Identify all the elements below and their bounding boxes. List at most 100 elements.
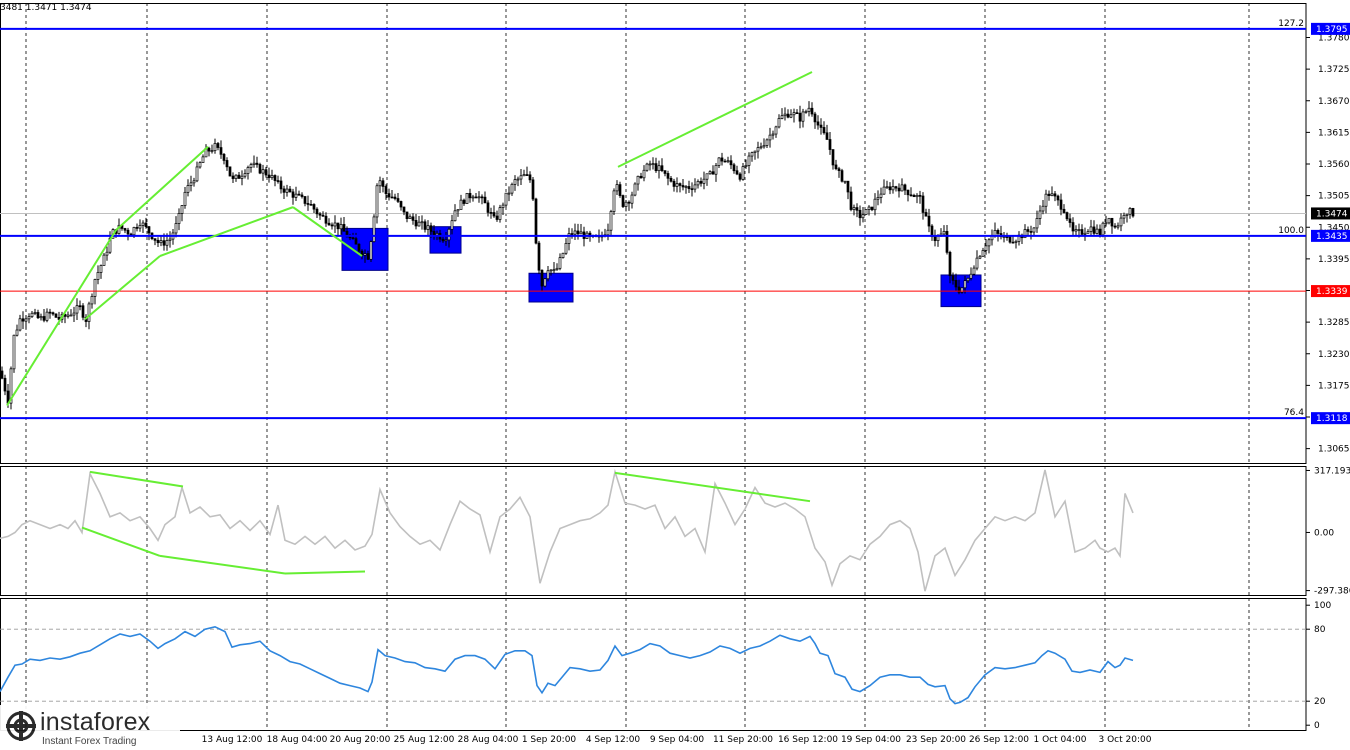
candle-body bbox=[495, 215, 499, 220]
candle-body bbox=[252, 162, 256, 165]
candle-body bbox=[486, 202, 490, 213]
candle-body bbox=[672, 180, 676, 187]
candle-body bbox=[873, 198, 877, 211]
candle-body bbox=[306, 203, 310, 205]
candle-body bbox=[1014, 240, 1018, 243]
level-tag-3: 1.3118 bbox=[1316, 414, 1348, 424]
candle-body bbox=[729, 160, 733, 166]
instaforex-logo-icon bbox=[6, 711, 36, 741]
candle-body bbox=[189, 182, 193, 186]
candle-body bbox=[711, 171, 715, 175]
candle-body bbox=[105, 251, 109, 256]
candle-body bbox=[297, 193, 301, 196]
x-tick-label: 3 Oct 20:00 bbox=[1099, 735, 1152, 745]
x-tick-label: 18 Aug 04:00 bbox=[267, 735, 328, 745]
candle-body bbox=[378, 180, 382, 187]
candle-body bbox=[216, 143, 220, 148]
price-trend-line-3 bbox=[159, 206, 294, 257]
candle-body bbox=[198, 162, 202, 168]
candle-body bbox=[759, 146, 763, 149]
candle-body bbox=[642, 169, 646, 179]
cci-trend-line-1 bbox=[81, 526, 161, 557]
candle-body bbox=[183, 191, 187, 206]
candle-body bbox=[291, 191, 295, 198]
cci-tick-label: 0.00 bbox=[1314, 528, 1334, 538]
price-trend-line-5 bbox=[617, 71, 813, 168]
candle-body bbox=[909, 194, 913, 197]
candle-body bbox=[783, 113, 787, 117]
candle-body bbox=[1047, 193, 1051, 196]
candle-body bbox=[1068, 218, 1072, 223]
candle-body bbox=[234, 174, 238, 179]
candle-body bbox=[567, 233, 571, 244]
price-tick-label: 1.3230 bbox=[1318, 350, 1350, 360]
candle-body bbox=[678, 183, 682, 186]
candle-body bbox=[303, 196, 307, 204]
candle-body bbox=[129, 233, 133, 236]
candle-body bbox=[1113, 225, 1117, 228]
candle-body bbox=[1080, 229, 1084, 235]
candle-body bbox=[480, 196, 484, 199]
candle-body bbox=[237, 174, 241, 179]
candle-body bbox=[702, 178, 706, 184]
candle-body bbox=[708, 171, 712, 175]
candle-body bbox=[948, 251, 952, 277]
candle-body bbox=[126, 229, 130, 235]
cci-trend-line-2 bbox=[159, 554, 286, 575]
candle-body bbox=[348, 236, 352, 239]
candle-body bbox=[147, 226, 151, 234]
candle-body bbox=[321, 214, 325, 217]
candle-body bbox=[261, 169, 265, 174]
level-tag-bg-1 bbox=[1311, 229, 1350, 242]
candle-body bbox=[621, 195, 625, 207]
candle-body bbox=[270, 175, 274, 179]
candle-body bbox=[645, 163, 649, 171]
candle-body bbox=[525, 174, 529, 176]
ohlc-label: 3481 1.3471 1.3474 bbox=[0, 3, 92, 13]
candle-body bbox=[87, 303, 91, 322]
candle-body bbox=[696, 181, 700, 186]
x-tick-label: 4 Sep 12:00 bbox=[586, 735, 641, 745]
panel-frame-2 bbox=[0, 598, 1307, 731]
candle-body bbox=[336, 222, 340, 230]
candle-body bbox=[213, 143, 217, 151]
candle-body bbox=[741, 166, 745, 180]
candle-body bbox=[1035, 218, 1039, 229]
candle-body bbox=[327, 222, 331, 226]
candle-body bbox=[489, 212, 493, 214]
candle-body bbox=[1131, 208, 1135, 217]
candle-body bbox=[765, 139, 769, 146]
candle-body bbox=[1053, 193, 1057, 197]
candle-body bbox=[813, 113, 817, 123]
candle-body bbox=[123, 228, 127, 231]
candle-body bbox=[357, 243, 361, 252]
candle-body bbox=[78, 305, 82, 308]
candle-body bbox=[564, 243, 568, 254]
candle-body bbox=[342, 224, 346, 232]
candle-body bbox=[201, 156, 205, 163]
candle-body bbox=[39, 316, 43, 319]
candle-body bbox=[777, 118, 781, 128]
candle-body bbox=[351, 237, 355, 240]
x-tick-label: 26 Sep 12:00 bbox=[969, 735, 1029, 745]
candle-body bbox=[453, 210, 457, 222]
candle-body bbox=[459, 199, 463, 210]
candle-body bbox=[612, 190, 616, 212]
candle-body bbox=[180, 205, 184, 214]
candle-body bbox=[978, 255, 982, 259]
candle-body bbox=[663, 170, 667, 174]
candle-body bbox=[390, 196, 394, 199]
candle-body bbox=[528, 174, 532, 181]
candle-body bbox=[903, 184, 907, 191]
candle-body bbox=[423, 221, 427, 230]
candle-body bbox=[51, 312, 55, 315]
candle-body bbox=[429, 225, 433, 232]
candle-body bbox=[1032, 227, 1036, 233]
candle-body bbox=[369, 241, 373, 260]
price-tick-label: 1.3670 bbox=[1318, 97, 1350, 107]
candle-body bbox=[819, 124, 823, 128]
candle-body bbox=[192, 180, 196, 184]
candle-body bbox=[465, 192, 469, 204]
level-tag-0: 1.3795 bbox=[1316, 25, 1348, 35]
